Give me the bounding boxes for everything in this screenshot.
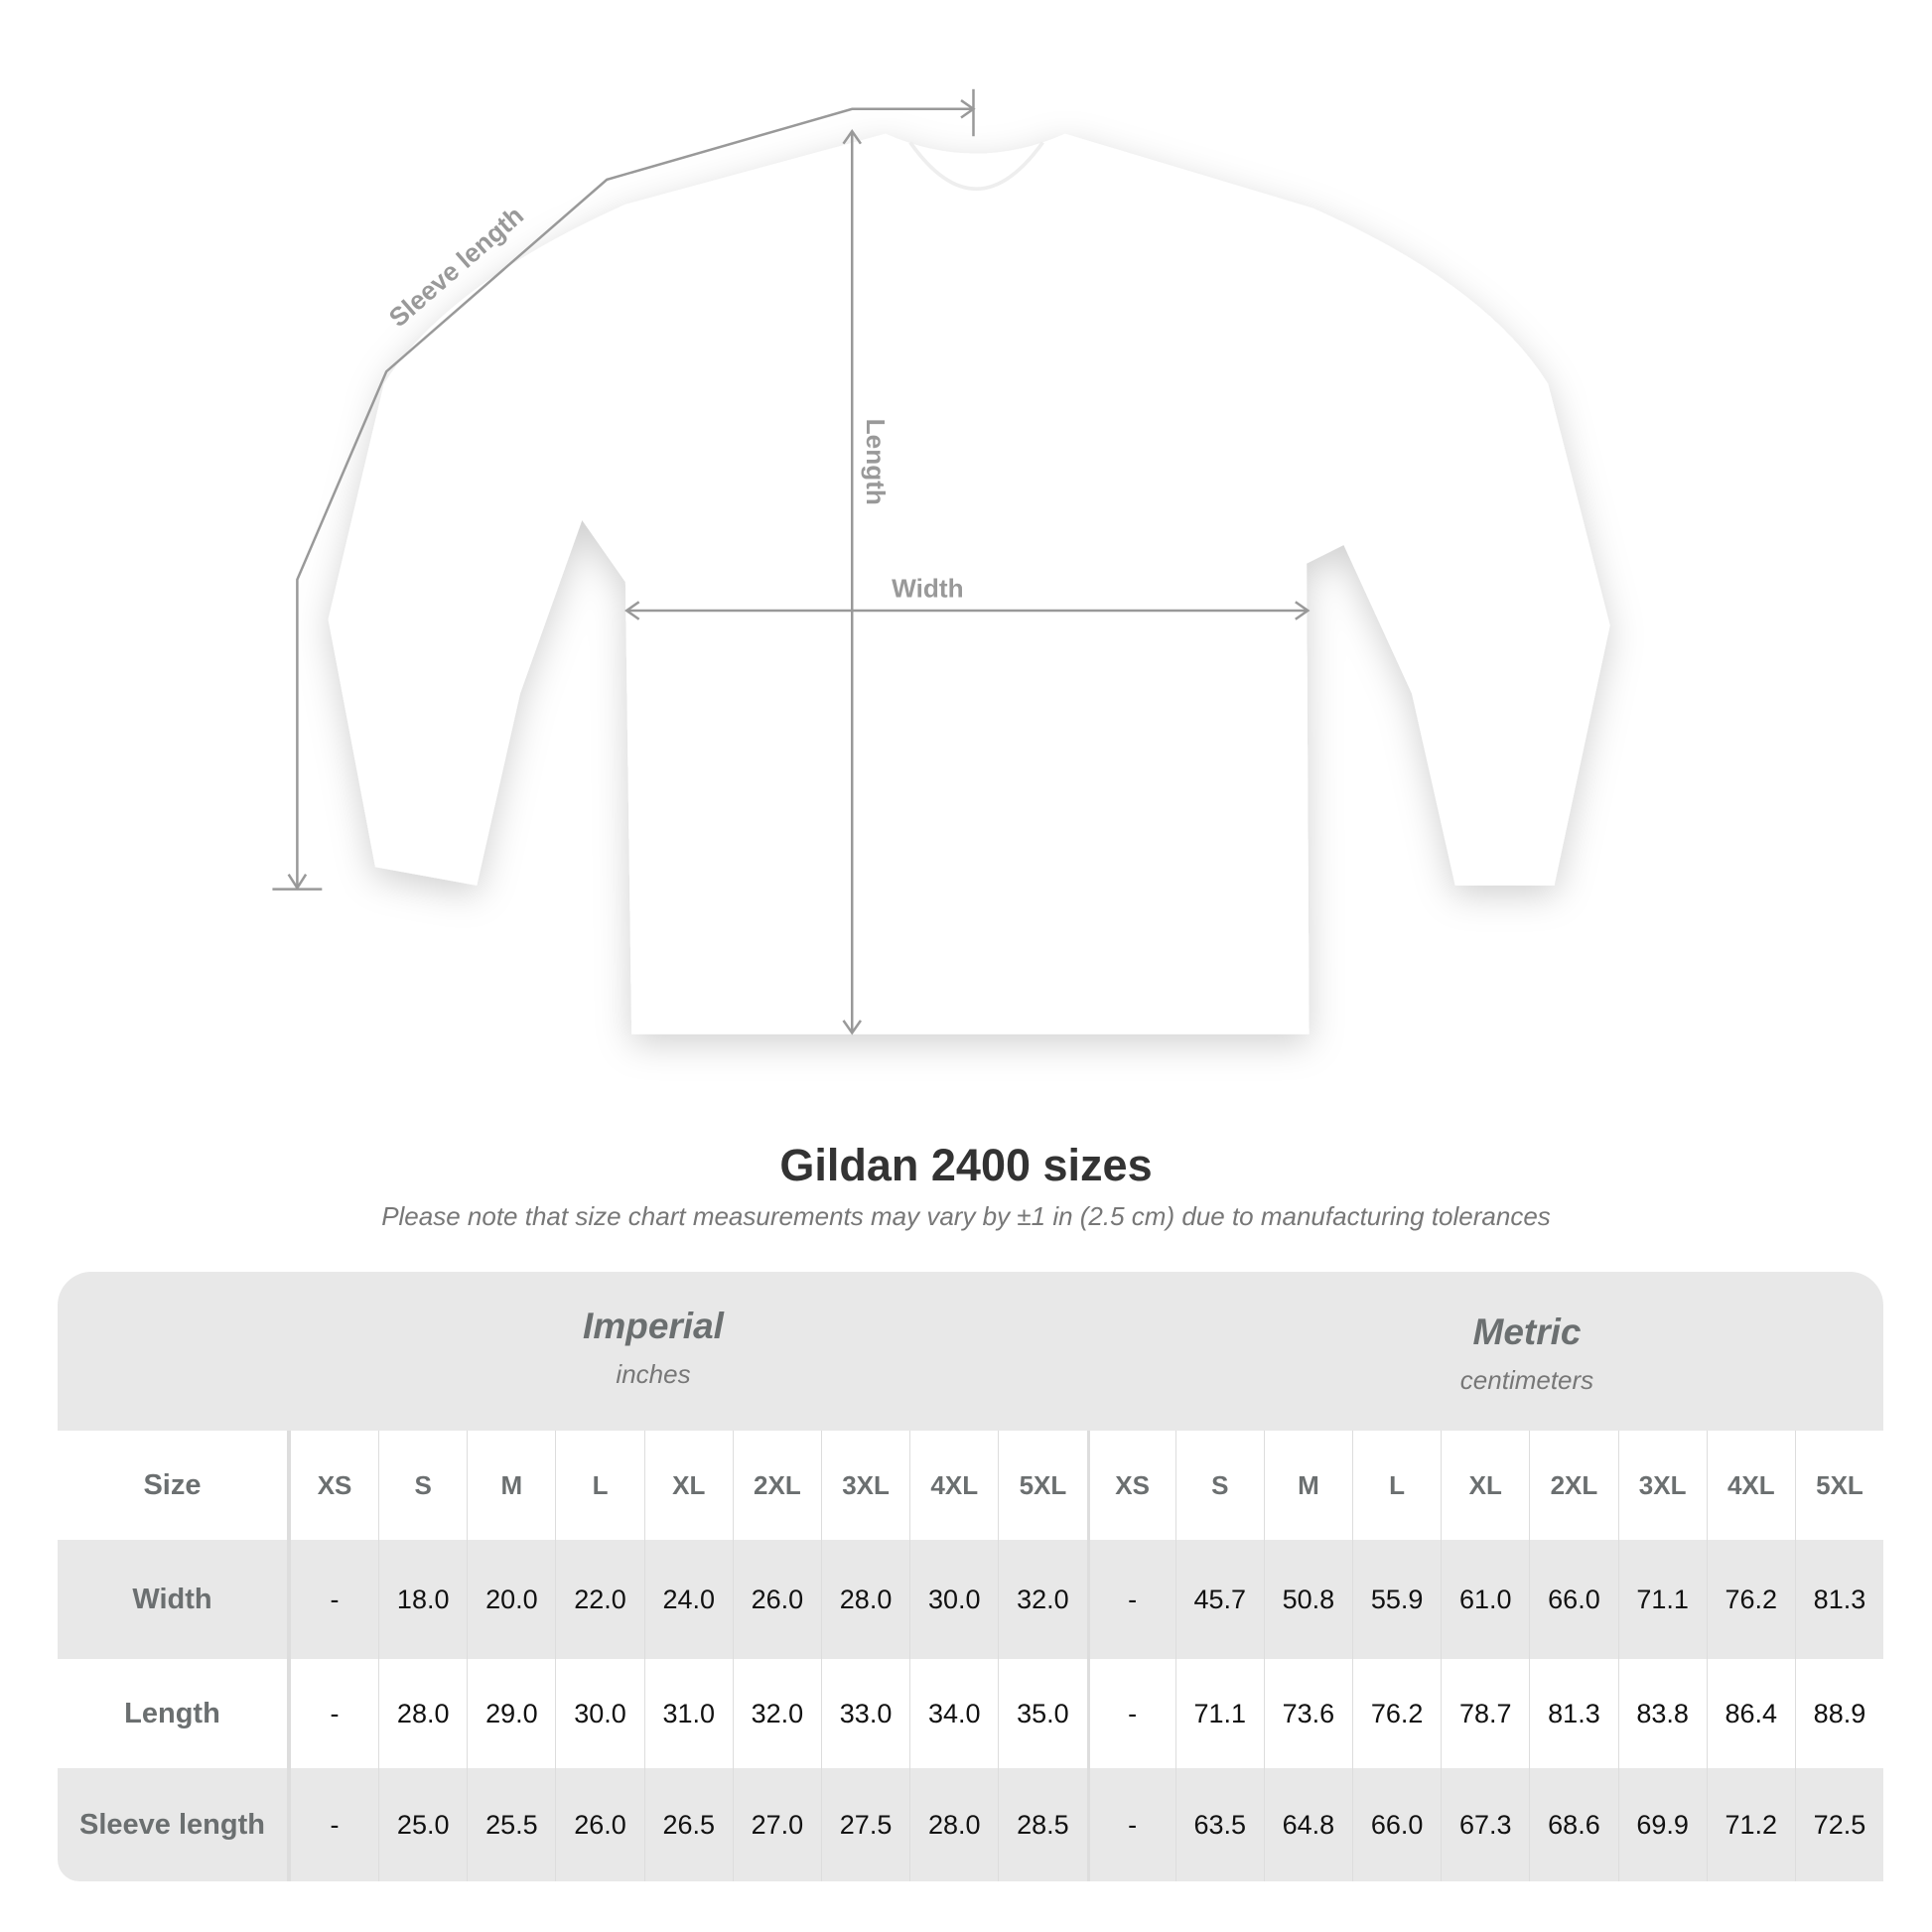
imperial-value: 30.0	[555, 1659, 643, 1768]
metric-value: 66.0	[1352, 1768, 1441, 1881]
metric-value: 73.6	[1263, 1659, 1352, 1768]
metric-value: 68.6	[1529, 1768, 1617, 1881]
imperial-value: 24.0	[643, 1540, 733, 1659]
metric-value: -	[1086, 1768, 1175, 1881]
imperial-value: -	[289, 1768, 378, 1881]
long-sleeve-shirt	[328, 133, 1610, 1035]
metric-value: 71.1	[1174, 1659, 1264, 1768]
metric-size-XL: XL	[1441, 1431, 1529, 1540]
imperial-header: Imperial inches	[256, 1306, 1050, 1390]
imperial-value: 32.0	[732, 1659, 821, 1768]
imperial-value: 20.0	[467, 1540, 555, 1659]
metric-value: 64.8	[1263, 1768, 1352, 1881]
imperial-size-5XL: 5XL	[998, 1431, 1086, 1540]
imperial-value: 28.5	[998, 1768, 1086, 1881]
metric-value: -	[1086, 1659, 1175, 1768]
imperial-value: 26.5	[643, 1768, 733, 1881]
imperial-size-XL: XL	[643, 1431, 733, 1540]
imperial-size-S: S	[378, 1431, 467, 1540]
metric-title: Metric	[1472, 1311, 1582, 1352]
metric-value: 50.8	[1263, 1540, 1352, 1659]
metric-value: -	[1086, 1540, 1175, 1659]
metric-value: 66.0	[1529, 1540, 1617, 1659]
metric-size-L: L	[1352, 1431, 1441, 1540]
imperial-value: 31.0	[643, 1659, 733, 1768]
imperial-value: 18.0	[378, 1540, 467, 1659]
table-row: Length -28.0 29.0 30.0 31.0 32.0 33.0 34.0 35.0-…	[58, 1659, 1883, 1768]
imperial-value: 25.5	[467, 1768, 555, 1881]
metric-value: 71.2	[1706, 1768, 1795, 1881]
imperial-size-4XL: 4XL	[909, 1431, 998, 1540]
imperial-value: 28.0	[378, 1659, 467, 1768]
imperial-value: 29.0	[467, 1659, 555, 1768]
row-label: Length	[58, 1659, 290, 1768]
imperial-size-XS: XS	[289, 1431, 378, 1540]
imperial-value: -	[289, 1659, 378, 1768]
metric-value: 78.7	[1441, 1659, 1529, 1768]
imperial-value: 28.0	[820, 1540, 909, 1659]
imperial-value: 27.0	[732, 1768, 821, 1881]
size-label: Size	[58, 1431, 290, 1540]
metric-size-4XL: 4XL	[1706, 1431, 1795, 1540]
imperial-value: 35.0	[998, 1659, 1086, 1768]
size-table: Imperial inches Metric centimeters Size X…	[58, 1272, 1883, 1881]
metric-size-3XL: 3XL	[1617, 1431, 1707, 1540]
table-row: Sleeve length -25.0 25.5 26.0 26.5 27.0 27.5 28…	[58, 1768, 1883, 1881]
imperial-value: 25.0	[378, 1768, 467, 1881]
metric-value: 81.3	[1529, 1659, 1617, 1768]
metric-value: 88.9	[1794, 1659, 1883, 1768]
width-line	[624, 601, 1311, 621]
sleeve-length-line	[272, 88, 976, 891]
metric-value: 61.0	[1441, 1540, 1529, 1659]
imperial-size-3XL: 3XL	[820, 1431, 909, 1540]
metric-size-5XL: 5XL	[1794, 1431, 1883, 1540]
imperial-title: Imperial	[583, 1306, 724, 1346]
metric-size-2XL: 2XL	[1529, 1431, 1617, 1540]
metric-value: 67.3	[1441, 1768, 1529, 1881]
metric-value: 69.9	[1617, 1768, 1707, 1881]
size-header-row: Size XS S M L XL 2XL 3XL 4XL 5XL XS S M L XL 2XL 3XL 4XL 5…	[58, 1431, 1883, 1540]
imperial-value: 22.0	[555, 1540, 643, 1659]
row-label: Sleeve length	[58, 1768, 290, 1881]
imperial-size-L: L	[555, 1431, 643, 1540]
imperial-value: 32.0	[998, 1540, 1086, 1659]
metric-header: Metric centimeters	[1130, 1311, 1924, 1396]
imperial-value: 26.0	[732, 1540, 821, 1659]
imperial-size-2XL: 2XL	[732, 1431, 821, 1540]
chart-title: Gildan 2400 sizes	[779, 1140, 1153, 1190]
metric-value: 72.5	[1794, 1768, 1883, 1881]
metric-value: 76.2	[1352, 1659, 1441, 1768]
imperial-value: 26.0	[555, 1768, 643, 1881]
length-label: Length	[861, 419, 891, 505]
length-line	[842, 129, 862, 1035]
metric-value: 76.2	[1706, 1540, 1795, 1659]
unit-header	[58, 1272, 1883, 1431]
metric-value: 86.4	[1706, 1659, 1795, 1768]
imperial-unit: inches	[616, 1359, 691, 1389]
imperial-value: 28.0	[909, 1768, 998, 1881]
row-label: Width	[58, 1540, 290, 1659]
imperial-size-M: M	[467, 1431, 555, 1540]
imperial-value: 33.0	[820, 1659, 909, 1768]
imperial-value: -	[289, 1540, 378, 1659]
metric-value: 81.3	[1794, 1540, 1883, 1659]
metric-value: 83.8	[1617, 1659, 1707, 1768]
table-row: Width -18.0 20.0 22.0 24.0 26.0 28.0 30.0 32.0-4…	[58, 1540, 1883, 1659]
metric-unit: centimeters	[1459, 1365, 1594, 1395]
width-label: Width	[892, 573, 963, 603]
tolerance-note: Please note that size chart measurements…	[381, 1201, 1551, 1231]
metric-value: 55.9	[1352, 1540, 1441, 1659]
metric-value: 71.1	[1617, 1540, 1707, 1659]
metric-size-M: M	[1263, 1431, 1352, 1540]
metric-value: 45.7	[1174, 1540, 1264, 1659]
imperial-value: 27.5	[820, 1768, 909, 1881]
imperial-value: 34.0	[909, 1659, 998, 1768]
metric-size-S: S	[1174, 1431, 1264, 1540]
metric-value: 63.5	[1174, 1768, 1264, 1881]
metric-size-XS: XS	[1086, 1431, 1175, 1540]
imperial-value: 30.0	[909, 1540, 998, 1659]
